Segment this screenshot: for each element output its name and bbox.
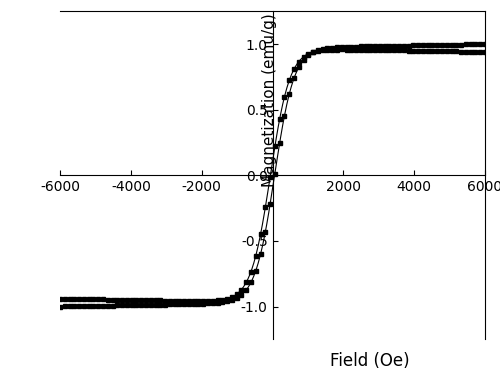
X-axis label: Field (Oe): Field (Oe): [330, 352, 410, 371]
Y-axis label: Magnetization (emu/g): Magnetization (emu/g): [262, 13, 277, 187]
